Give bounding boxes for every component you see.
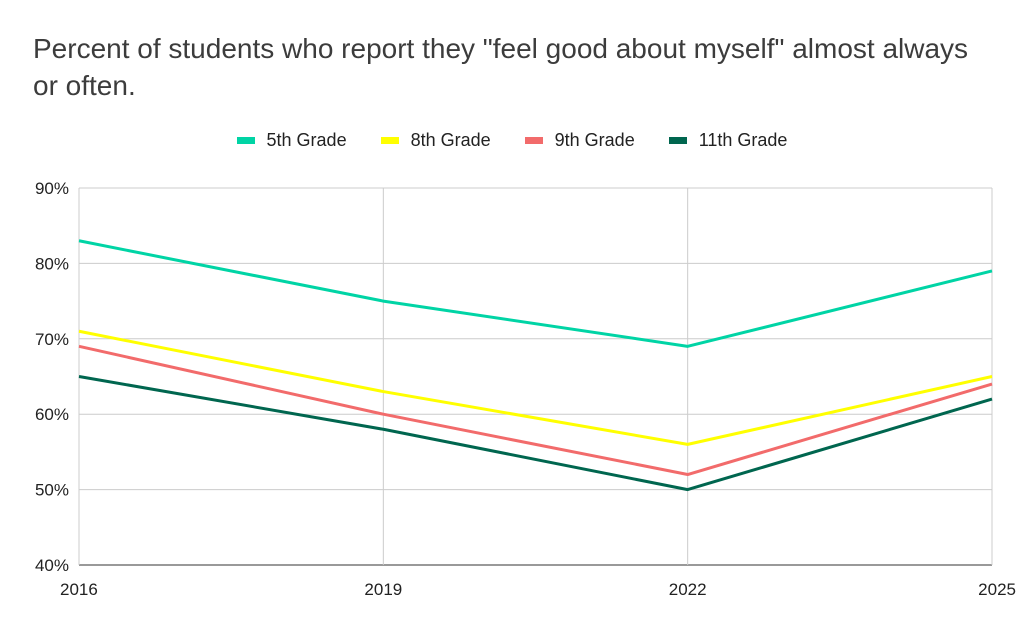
legend-swatch	[236, 137, 255, 144]
legend-item: 5th Grade	[236, 130, 347, 151]
legend-item: 9th Grade	[524, 130, 635, 151]
y-tick-label: 90%	[35, 179, 69, 198]
legend-swatch	[524, 137, 543, 144]
legend-swatch	[668, 137, 687, 144]
y-tick-label: 60%	[35, 405, 69, 424]
y-tick-label: 70%	[35, 330, 69, 349]
legend-label: 5th Grade	[266, 130, 347, 150]
legend-label: 11th Grade	[698, 130, 788, 150]
legend-label: 9th Grade	[554, 130, 635, 150]
series-line-11th-grade	[78, 375, 993, 492]
series-line-9th-grade	[78, 344, 993, 477]
series-line-5th-grade	[78, 239, 993, 348]
y-tick-label: 80%	[35, 254, 69, 273]
legend-label: 8th Grade	[410, 130, 491, 150]
x-tick-label: 2019	[364, 580, 402, 599]
legend-item: 8th Grade	[380, 130, 491, 151]
y-tick-label: 40%	[35, 556, 69, 575]
x-tick-label: 2016	[60, 580, 98, 599]
legend: 5th Grade 8th Grade 9th Grade 11th Grade	[0, 130, 1024, 151]
legend-swatch	[380, 137, 399, 144]
chart-title: Percent of students who report they "fee…	[33, 33, 969, 101]
y-tick-label: 50%	[35, 481, 69, 500]
series-line-8th-grade	[78, 329, 993, 446]
x-tick-label: 2022	[669, 580, 707, 599]
x-tick-label: 2025	[978, 580, 1016, 599]
legend-item: 11th Grade	[668, 130, 788, 151]
